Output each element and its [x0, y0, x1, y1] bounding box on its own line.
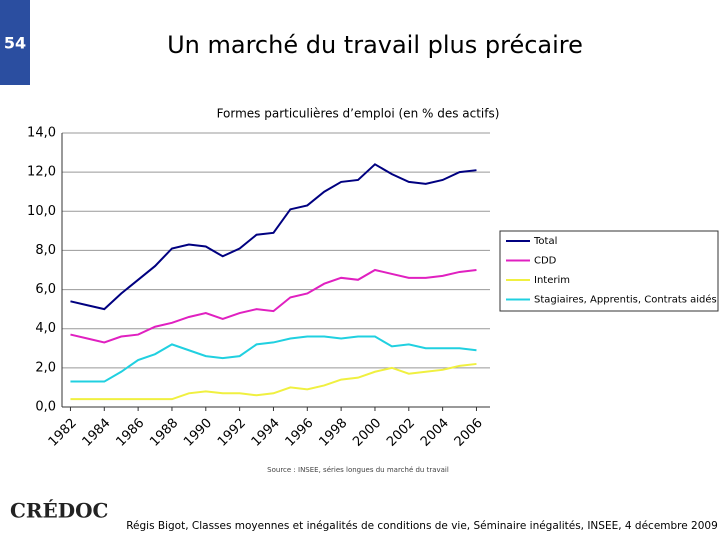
series-line	[70, 362, 477, 401]
x-tick-label: 1982	[46, 416, 80, 450]
legend-box	[499, 230, 719, 312]
slide-number: 54	[4, 34, 26, 53]
series-line	[70, 268, 477, 344]
x-tick-label: 2004	[418, 416, 452, 450]
y-tick-label: 6,0	[35, 282, 56, 297]
x-tick-label: 1998	[316, 416, 350, 450]
x-tick-label: 1994	[249, 416, 283, 450]
source: Source : INSEE, séries longues du marché…	[267, 466, 449, 474]
x-tick-label: 2002	[384, 416, 418, 450]
legend-label: Total	[533, 236, 557, 247]
x-tick-label: 1990	[181, 416, 215, 450]
y-tick-label: 10,0	[27, 204, 56, 219]
chart-title: Formes particulières d’emploi (en % des …	[217, 107, 500, 121]
x-tick-label: 1992	[215, 416, 249, 450]
x-tick-label: 2000	[350, 416, 384, 450]
legend-label: Stagiaires, Apprentis, Contrats aidés	[534, 294, 717, 306]
y-tick-label: 12,0	[27, 165, 56, 180]
logo: CRÉDOC	[10, 499, 108, 523]
x-tick-label: 1984	[80, 416, 114, 450]
legend-label: CDD	[534, 256, 557, 267]
x-tick-label: 2006	[452, 416, 486, 450]
y-tick-label: 8,0	[35, 243, 56, 258]
legend-label: Interim	[534, 275, 570, 286]
y-tick-label: 2,0	[35, 360, 56, 375]
number-band	[0, 0, 30, 85]
footer: Régis Bigot, Classes moyennes et inégali…	[126, 520, 718, 532]
x-tick-label: 1996	[283, 416, 317, 450]
series-line	[70, 163, 477, 311]
y-tick-label: 14,0	[27, 126, 56, 141]
x-tick-label: 1988	[147, 416, 181, 450]
y-tick-label: 4,0	[35, 321, 56, 336]
y-tick-label: 0,0	[35, 400, 56, 415]
x-tick-label: 1986	[113, 416, 147, 450]
slide-title: Un marché du travail plus précaire	[167, 31, 583, 59]
series-line	[70, 335, 477, 383]
